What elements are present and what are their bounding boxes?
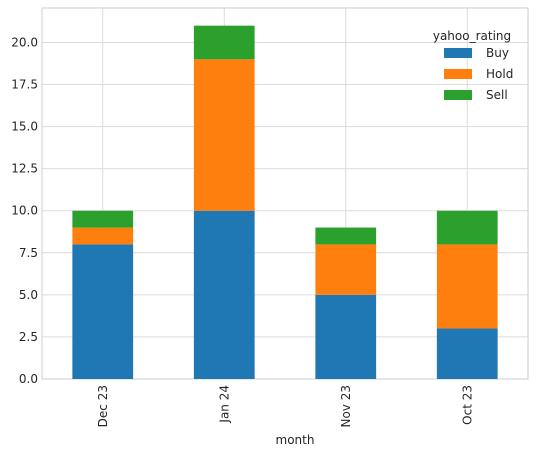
y-tick-label: 17.5 [11,78,38,92]
y-tick-label: 5.0 [19,288,38,302]
bar-sell-oct-23 [436,210,498,245]
bar-hold-oct-23 [436,244,498,329]
plot-frame [41,7,529,380]
bar-hold-nov-23 [315,244,377,295]
y-tick-label: 15.0 [11,120,38,134]
bar-sell-jan-24 [193,25,255,60]
legend-swatch-hold [444,69,472,79]
bar-hold-jan-24 [193,59,255,211]
bar-hold-dec-23 [72,227,134,245]
x-axis-ticks: Dec 23 Jan 24 Nov 23 Oct 23 [96,385,475,428]
bar-sell-dec-23 [72,210,134,228]
legend-title: yahoo_rating [433,29,511,43]
y-tick-label: 20.0 [11,35,38,49]
legend-label-buy: Buy [486,46,509,60]
y-tick-label: 12.5 [11,162,38,176]
legend-label-sell: Sell [486,88,508,102]
legend-label-hold: Hold [486,67,513,81]
y-tick-label: 0.0 [19,372,38,386]
x-tick-label: Jan 24 [217,385,231,424]
bar-buy-jan-24 [193,210,255,379]
legend: yahoo_rating Buy Hold Sell [433,29,513,102]
x-tick-label: Oct 23 [460,385,474,425]
x-tick-label: Nov 23 [339,385,353,428]
y-axis-ticks: 0.0 2.5 5.0 7.5 10.0 12.5 15.0 17.5 20.0 [11,35,38,386]
legend-items: Buy Hold Sell [444,46,513,102]
legend-swatch-sell [444,90,472,100]
bar-buy-oct-23 [436,328,498,379]
y-tick-label: 7.5 [19,246,38,260]
bar-buy-dec-23 [72,244,134,379]
bar-sell-nov-23 [315,227,377,245]
bars [72,25,498,379]
bar-buy-nov-23 [315,294,377,379]
y-tick-label: 2.5 [19,330,38,344]
x-tick-label: Dec 23 [96,385,110,427]
legend-swatch-buy [444,48,472,58]
x-axis-label: month [276,433,315,447]
y-tick-label: 10.0 [11,204,38,218]
